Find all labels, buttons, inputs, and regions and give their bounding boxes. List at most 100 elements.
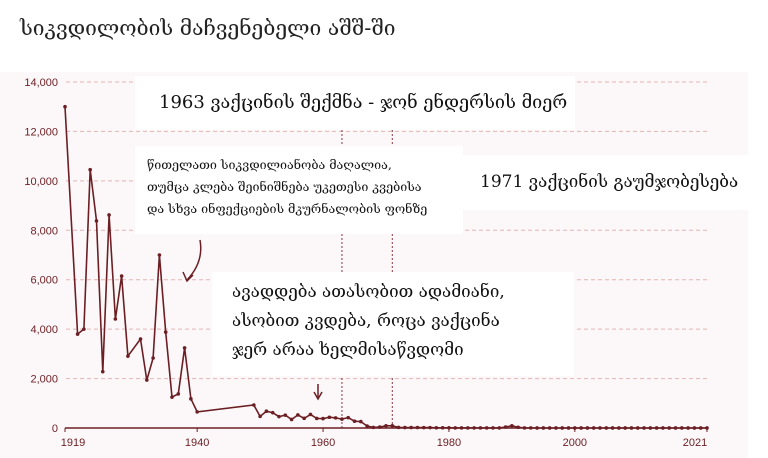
- data-point: [359, 419, 363, 424]
- data-point: [604, 426, 609, 430]
- data-point: [384, 423, 388, 428]
- data-point: [63, 104, 67, 109]
- data-point: [163, 330, 168, 334]
- data-point: [617, 426, 621, 430]
- data-point: [270, 410, 275, 415]
- y-tick-label: 12,000: [24, 126, 58, 138]
- data-point: [459, 426, 464, 430]
- y-tick-label: 8,000: [30, 225, 58, 237]
- data-point: [396, 425, 401, 430]
- annotation-line: ასობით კვდება, როცა ვაქცინა: [232, 311, 500, 331]
- data-point: [528, 426, 533, 430]
- data-point: [252, 403, 256, 407]
- data-point: [138, 337, 143, 341]
- data-point: [522, 426, 527, 430]
- y-tick-label: 2,000: [30, 374, 58, 386]
- x-tick-label: 1980: [437, 437, 461, 449]
- annotation-line: თუმცა კლება შეინიშნება უკეთესი კვებისა: [147, 179, 422, 194]
- data-point: [151, 356, 155, 360]
- data-point: [157, 253, 162, 257]
- annotation-vaccine-1963: 1963 ვაქცინის შექმნა - ჯონ ენდერსის მიერ: [135, 76, 575, 130]
- data-point: [661, 426, 665, 430]
- data-point: [554, 426, 558, 430]
- data-point: [415, 425, 420, 430]
- data-point: [119, 274, 124, 278]
- data-point: [195, 410, 199, 414]
- data-point: [352, 419, 357, 424]
- data-point: [705, 426, 709, 430]
- data-point: [680, 426, 684, 430]
- data-point: [82, 327, 86, 331]
- y-tick-label: 6,000: [30, 275, 58, 287]
- data-point: [277, 414, 281, 419]
- data-point: [409, 425, 413, 430]
- data-point: [176, 392, 181, 396]
- data-point: [472, 426, 476, 430]
- data-point: [547, 426, 552, 430]
- data-point: [598, 426, 602, 430]
- data-point: [340, 417, 344, 421]
- data-point: [673, 426, 678, 430]
- data-point: [535, 426, 539, 430]
- annotation-line: ავადდება ათასობით ადამიანი,: [232, 282, 505, 302]
- data-points: [63, 104, 709, 430]
- data-point: [428, 425, 432, 430]
- data-point: [107, 213, 111, 217]
- data-point: [434, 425, 439, 430]
- data-point: [308, 412, 313, 417]
- annotation-line: და სხვა ინფექციების მკურნალობის ფონზე: [147, 201, 428, 216]
- annotation-arrow-curved: [186, 239, 202, 281]
- x-tick-label: 1940: [185, 437, 209, 449]
- data-point: [654, 426, 659, 430]
- x-tick-label: 1919: [61, 437, 85, 449]
- data-point: [541, 426, 546, 430]
- data-point: [302, 416, 306, 421]
- data-point: [648, 426, 653, 430]
- plot-background: [0, 72, 748, 458]
- data-point: [610, 426, 615, 430]
- x-tick-label: 2000: [563, 437, 587, 449]
- data-point: [497, 426, 502, 430]
- data-point: [365, 424, 369, 428]
- data-point: [453, 426, 458, 430]
- data-point: [698, 426, 703, 430]
- data-point: [421, 425, 426, 430]
- data-point: [692, 426, 697, 430]
- data-point: [623, 426, 627, 430]
- y-tick-label: 14,000: [24, 77, 58, 89]
- y-tick-label: 4,000: [30, 324, 58, 336]
- data-point: [371, 425, 376, 430]
- data-point: [491, 426, 495, 430]
- annotation-pre-vaccine: ავადდება ათასობით ადამიანი, ასობით კვდებ…: [212, 272, 574, 376]
- annotation-high-mortality: წითელათი სიკვდილიანობა მაღალია, თუმცა კლ…: [135, 146, 463, 234]
- data-point: [560, 426, 565, 430]
- data-point: [182, 346, 187, 350]
- annotation-line: ჯერ არაა ხელმისაწვდომი: [232, 340, 464, 360]
- data-point: [314, 416, 319, 421]
- data-point: [642, 426, 646, 430]
- data-point: [258, 414, 262, 419]
- annotation-arrow-down-head: [313, 391, 323, 401]
- data-point: [566, 426, 571, 430]
- data-point: [591, 426, 596, 430]
- annotation-arrow-curved-head: [182, 271, 194, 283]
- data-point: [635, 426, 640, 430]
- y-axis-ticks: 0 2,000 4,000 6,000 8,000 10,000 12,000 14,000: [24, 77, 58, 435]
- data-point: [296, 413, 300, 417]
- data-point: [585, 426, 590, 430]
- data-point: [113, 317, 118, 321]
- x-tick-label: 1960: [311, 437, 335, 449]
- data-point: [170, 395, 174, 399]
- data-point: [579, 426, 583, 430]
- x-axis-ticks: 1919 1940 1960 1980 2000 2021: [61, 428, 708, 449]
- data-point: [629, 426, 634, 430]
- data-point: [403, 425, 407, 430]
- data-point: [573, 426, 577, 430]
- data-point: [94, 219, 99, 223]
- annotation-line: წითელათი სიკვდილიანობა მაღალია,: [147, 157, 392, 172]
- data-point: [75, 332, 80, 336]
- data-point: [478, 426, 483, 430]
- chart-title: სიკვდილობის მაჩვენებელი აშშ-ში: [20, 16, 396, 40]
- data-point: [667, 426, 672, 430]
- y-tick-label: 0: [52, 423, 58, 435]
